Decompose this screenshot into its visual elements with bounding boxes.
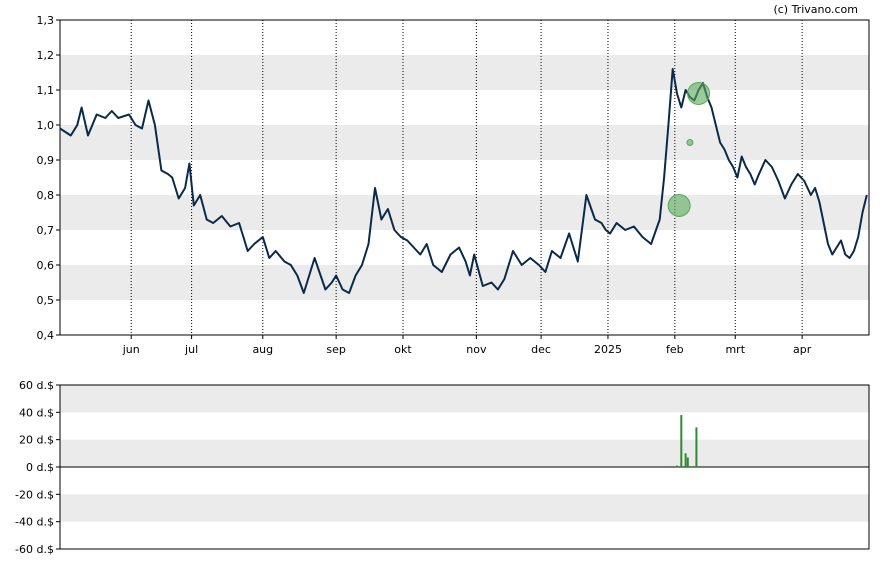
x-tick-label: feb bbox=[666, 343, 684, 356]
y-tick-label: 0,7 bbox=[37, 224, 55, 237]
x-tick-label: jul bbox=[184, 343, 198, 356]
x-tick-label: nov bbox=[466, 343, 487, 356]
volume-band bbox=[60, 439, 869, 467]
price-band bbox=[60, 55, 869, 90]
x-tick-label: jun bbox=[122, 343, 140, 356]
y-tick-label: 0,9 bbox=[37, 154, 55, 167]
y-tick-label: 1,2 bbox=[37, 49, 55, 62]
x-tick-label: aug bbox=[252, 343, 273, 356]
price-band bbox=[60, 265, 869, 300]
volume-bar bbox=[675, 465, 678, 467]
x-tick-label: apr bbox=[793, 343, 812, 356]
y-tick-label: 0,5 bbox=[37, 294, 55, 307]
volume-y-tick-label: 40 d.$ bbox=[19, 406, 54, 419]
x-tick-label: mrt bbox=[725, 343, 745, 356]
y-tick-label: 0,4 bbox=[37, 329, 55, 342]
volume-band bbox=[60, 385, 869, 413]
x-tick-label: 2025 bbox=[594, 343, 622, 356]
volume-bar bbox=[695, 427, 698, 467]
volume-bar bbox=[680, 415, 683, 467]
price-band bbox=[60, 125, 869, 160]
trade-marker bbox=[687, 82, 711, 105]
y-tick-label: 1,3 bbox=[37, 14, 55, 27]
volume-bar bbox=[686, 457, 689, 467]
price-frame bbox=[59, 19, 870, 336]
price-band bbox=[60, 195, 869, 230]
volume-y-tick-label: 0 d.$ bbox=[26, 461, 54, 474]
credit-label: (c) Trivano.com bbox=[773, 3, 858, 16]
y-tick-label: 1,0 bbox=[37, 119, 55, 132]
volume-band bbox=[60, 494, 869, 522]
volume-bar bbox=[684, 453, 687, 467]
price-line bbox=[59, 68, 868, 294]
volume-frame bbox=[59, 384, 870, 550]
trade-marker bbox=[667, 194, 691, 217]
price-panel: jun jul aug sep okt nov dec 2025 feb mrt apr 0,4 0,5… bbox=[37, 14, 870, 356]
y-tick-label: 0,8 bbox=[37, 189, 55, 202]
x-tick-label: sep bbox=[326, 343, 345, 356]
volume-y-tick-label: -40 d.$ bbox=[15, 516, 54, 529]
volume-y-tick-label: -60 d.$ bbox=[15, 543, 54, 556]
y-tick-label: 0,6 bbox=[37, 259, 55, 272]
volume-panel: -60 d.$ -40 d.$ -20 d.$ 0 d.$ 20 d.$ 40 d.$ 60… bbox=[15, 379, 870, 556]
y-tick-label: 1,1 bbox=[37, 84, 55, 97]
volume-y-tick-label: 60 d.$ bbox=[19, 379, 54, 392]
volume-y-tick-label: -20 d.$ bbox=[15, 488, 54, 501]
volume-y-tick-label: 20 d.$ bbox=[19, 434, 54, 447]
x-tick-label: okt bbox=[394, 343, 412, 356]
x-tick-label: dec bbox=[531, 343, 551, 356]
trade-marker bbox=[686, 139, 694, 146]
